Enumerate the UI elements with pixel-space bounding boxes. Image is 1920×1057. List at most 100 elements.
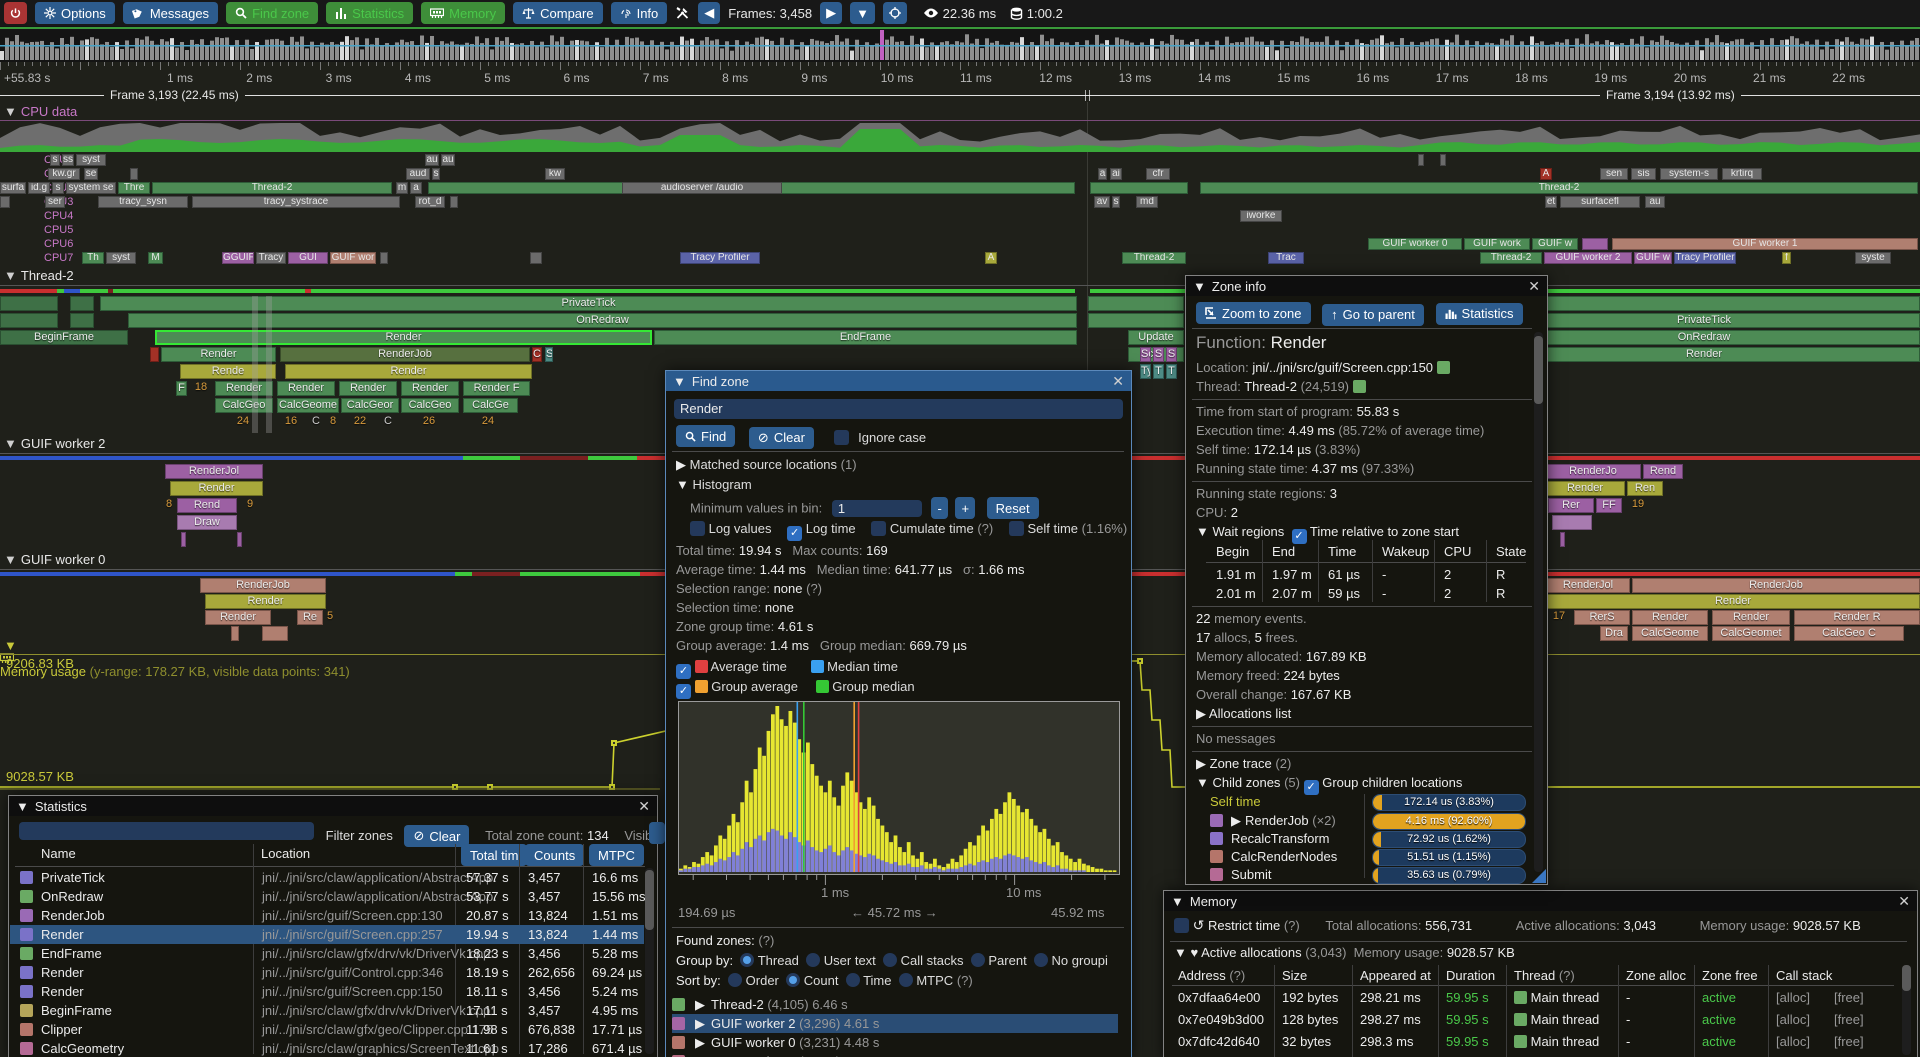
zone-trace-toggle[interactable]: ▶ Zone trace (2) [1196,756,1292,771]
zone-chip-rers[interactable]: RerS [1574,610,1630,625]
zone-chip-ren[interactable]: Ren [1627,481,1663,496]
zone-chip-rende[interactable]: Rende [180,364,276,379]
zone-chip-f[interactable]: F [176,381,187,396]
zone-chip[interactable] [0,296,58,311]
cpu-zone-chip[interactable]: GUIF worker 2 [1544,252,1632,264]
zone-chip-5[interactable]: 5 [326,610,334,622]
histogram-toggle[interactable]: ▼ Histogram [676,477,752,492]
scrollbar[interactable] [1902,965,1911,1055]
axis-range-center[interactable]: ← 45.72 ms → [851,905,938,920]
zone-chip-s[interactable]: S [545,347,553,362]
memory-allocation-row[interactable]: 0x7e049b3d00 128 bytes 298.27 ms 59.95 s Ma… [1164,1009,1899,1031]
zone-chip-c[interactable]: C [312,415,320,427]
cumulate-checkbox[interactable] [871,521,887,536]
cpu-zone-chip[interactable]: audioserver /audio [622,182,782,194]
zone-chip-9[interactable]: 9 [246,498,254,510]
stats-clear-button[interactable]: ⊘ Clear [404,825,470,847]
frame-time-graph[interactable] [0,26,1920,62]
cpu-zone-chip[interactable]: A [1540,168,1552,180]
zone-chip-s[interactable]: S [1166,347,1177,362]
col-name[interactable]: Name [41,846,76,861]
cpu-zone-chip[interactable]: Tracy [256,252,286,264]
zone-chip-render[interactable]: Render [339,381,397,396]
zone-chip-calcgeo[interactable]: CalcGeo [215,398,273,413]
child-zone-renderjob[interactable]: ▶ RenderJob (×2) [1210,813,1336,829]
cpu-zone-chip[interactable] [530,252,542,264]
stats-row-calcgeometry[interactable]: CalcGeometry jni/../jni/src/claw/graphics… [10,1039,644,1057]
cpu-zone-chip[interactable]: system-s [1660,168,1718,180]
close-icon[interactable]: ✕ [1898,892,1910,909]
zone-chip-renderjol[interactable]: RenderJol [1546,578,1630,593]
cpu-zone-chip[interactable]: Thread-2 [1200,182,1918,194]
log-time-checkbox[interactable]: ✓ [787,526,803,541]
cpu-zone-chip[interactable]: GUIF work [1464,238,1530,250]
zone-chip-22[interactable]: 22 [353,415,367,427]
zone-chip[interactable] [181,532,186,547]
cpu-zone-chip[interactable]: iworke [1240,210,1282,222]
zone-chip-26[interactable]: 26 [422,415,436,427]
messages-button[interactable]: Messages [122,2,219,24]
options-button[interactable]: Options [35,2,115,24]
cpu-zone-chip[interactable]: GUI [288,252,328,264]
cpu-zone-chip[interactable]: sen [1600,168,1628,180]
ignore-case-checkbox[interactable] [833,429,849,445]
thread-swatch[interactable] [1352,380,1366,393]
zone-chip-c[interactable]: C [384,415,392,427]
zone-chip[interactable] [70,313,94,328]
zone-chip-render[interactable]: Render [1545,481,1625,496]
cpu-zone-chip[interactable]: a [410,182,422,194]
zone-chip-render[interactable]: Render [277,381,335,396]
cpu-zone-chip[interactable]: krtirq [1722,168,1762,180]
cpu-zone-chip[interactable]: GUIF w [1634,252,1672,264]
cpu-zone-chip[interactable]: s [432,168,440,180]
zone-chip[interactable] [1552,515,1592,530]
cpu-zone-chip[interactable]: system se [66,182,116,194]
zone-chip-renderjob[interactable]: RenderJob [280,347,530,362]
found-zone-group-guif-worker-2[interactable]: ▶ GUIF worker 2 (3,296) 4.61 s [672,1014,1118,1033]
sort-by-mtpc[interactable] [898,973,913,987]
group-by-thread[interactable] [740,953,755,967]
zone-chip-beginframe[interactable]: BeginFrame [0,330,128,345]
alloc-callstack-link[interactable]: [alloc] [1776,1053,1810,1057]
cpu-zone-chip[interactable]: au [1645,196,1665,208]
zone-chip-onredraw[interactable]: OnRedraw [128,313,1077,328]
zone-chip-renderjob[interactable]: RenderJob [1632,578,1920,593]
cpu-zone-chip[interactable]: Tracy Profiler [680,252,760,264]
cpu-zone-chip[interactable]: tracy_systrace [192,196,400,208]
find-button[interactable]: Find [676,425,736,447]
alloc-callstack-link[interactable]: [alloc] [1776,1034,1810,1049]
filter-input[interactable] [19,822,314,840]
cpu-zone-chip[interactable]: GUIF worker 1 [1612,238,1918,250]
zone-chip-render-r[interactable]: Render R [1794,610,1920,625]
cpu-zone-chip[interactable]: s [50,154,60,166]
cpu-zone-chip[interactable]: aud [406,168,430,180]
cpu-zone-chip[interactable]: Thread-2 [152,182,392,194]
next-frame-button[interactable]: ▶ [820,2,843,24]
zone-chip-calcgeomet[interactable]: CalcGeomet [1712,626,1790,641]
cpu-zone-chip[interactable]: kw [545,168,565,180]
cpu-zone-chip[interactable]: M [148,252,163,264]
zone-info-titlebar[interactable]: ▼ Zone info ✕ [1186,276,1547,296]
zone-chip-c[interactable]: C [532,347,542,362]
zone-chip-update[interactable]: Update [1128,330,1184,345]
cpu-zone-chip[interactable] [1582,238,1608,250]
sort-by-count[interactable] [786,973,801,987]
zone-chip-render[interactable]: Render [1546,594,1920,609]
group-by-no-groupi[interactable] [1033,953,1048,967]
memory-usage-header[interactable]: ▼ Memory usage (y-range: 178.27 KB, visib… [0,638,350,679]
stats-row-render[interactable]: Render jni/../jni/src/guif/Screen.cpp:150… [10,982,644,1001]
zone-chip-calcgeo[interactable]: CalcGeo [401,398,459,413]
active-allocations-section[interactable]: ▼ ♥ Active allocations (3,043) Memory us… [1174,945,1515,960]
zone-chip-sc[interactable]: Sc [1140,347,1151,362]
cpu-zone-chip[interactable]: au [441,154,455,166]
frame-dropdown-button[interactable]: ▼ [850,2,875,24]
zoom-to-zone-button[interactable]: Zoom to zone [1196,302,1311,324]
zone-chip-s[interactable]: S [1153,347,1164,362]
cpu-zone-chip[interactable]: ss [62,154,74,166]
stats-row-privatetick[interactable]: PrivateTick jni/../jni/src/claw/applicati… [10,868,644,887]
zone-chip-render[interactable]: Render [205,610,271,625]
scrollbar[interactable] [645,868,654,1054]
zone-chip-renderjo[interactable]: RenderJo [1545,464,1641,479]
cpu-zone-chip[interactable]: surfa [0,182,26,194]
bin-reset-button[interactable]: Reset [986,497,1039,519]
